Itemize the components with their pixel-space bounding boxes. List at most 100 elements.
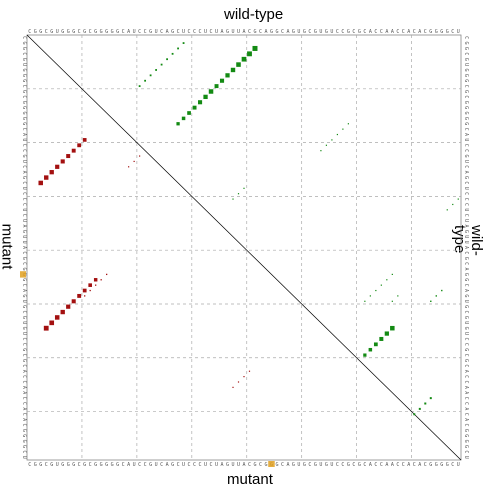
seq-letter: G <box>463 429 469 432</box>
seq-letter: U <box>21 241 27 244</box>
seq-letter: U <box>21 138 27 141</box>
seq-letter: U <box>21 63 27 66</box>
seq-letter: C <box>21 251 27 254</box>
seq-letter: C <box>308 462 311 468</box>
seq-letter: G <box>446 29 449 35</box>
seq-letter: C <box>21 343 27 346</box>
seq-letter: C <box>463 337 469 340</box>
seq-letter: A <box>407 462 410 468</box>
seq-letter: A <box>242 462 245 468</box>
sequence-right: CGGCGUGGGCGCGGGGGCAUCCGUCAGCUCCCUCUAGUUA… <box>463 36 469 459</box>
seq-letter: G <box>39 29 42 35</box>
seq-letter: C <box>21 144 27 147</box>
seq-letter: C <box>463 364 469 367</box>
seq-letter: A <box>166 462 169 468</box>
seq-letter: G <box>463 122 469 125</box>
mutant-pair-dot <box>84 295 86 297</box>
seq-letter: C <box>138 462 141 468</box>
seq-letter: C <box>28 29 31 35</box>
seq-letter: A <box>242 29 245 35</box>
wildtype-pair-dot <box>219 78 225 83</box>
seq-letter: G <box>72 29 75 35</box>
mutant-pair-dot <box>232 386 234 388</box>
seq-letter: G <box>21 106 27 109</box>
seq-letter: A <box>463 268 469 271</box>
wildtype-pair-dot <box>373 342 378 347</box>
seq-letter: G <box>226 29 229 35</box>
seq-letter: G <box>463 101 469 104</box>
wildtype-pair-dot <box>342 128 344 130</box>
mutant-pair-dot <box>88 283 92 287</box>
seq-letter: C <box>21 149 27 152</box>
base-pair-dots <box>38 42 459 416</box>
seq-letter: C <box>463 144 469 147</box>
seq-letter: A <box>286 462 289 468</box>
seq-letter: C <box>451 462 454 468</box>
seq-letter: G <box>21 327 27 330</box>
seq-letter: C <box>21 52 27 55</box>
seq-letter: U <box>215 462 218 468</box>
bottom-axis-title: mutant <box>227 471 273 488</box>
wildtype-pair-dot <box>347 123 349 125</box>
seq-letter: G <box>94 462 97 468</box>
mutant-pair-dot <box>66 154 71 159</box>
seq-letter: C <box>259 462 262 468</box>
seq-letter: G <box>21 122 27 125</box>
wildtype-pair-dot <box>237 193 240 195</box>
seq-letter: C <box>144 462 147 468</box>
seq-letter: A <box>391 462 394 468</box>
seq-letter: G <box>463 68 469 71</box>
seq-letter: G <box>21 348 27 351</box>
wildtype-pair-dot <box>182 42 185 44</box>
wildtype-pair-dot <box>144 79 147 82</box>
seq-letter: A <box>21 171 27 174</box>
seq-letter: C <box>281 462 284 468</box>
wildtype-pair-dot <box>236 62 241 67</box>
seq-letter: A <box>21 418 27 421</box>
wildtype-pair-dot <box>418 407 421 410</box>
seq-letter: C <box>78 29 81 35</box>
wildtype-pair-dot <box>384 331 389 336</box>
seq-letter: C <box>336 29 339 35</box>
mutant-pair-dot <box>139 155 141 157</box>
seq-letter: C <box>21 450 27 453</box>
seq-letter: G <box>435 462 438 468</box>
seq-letter: C <box>177 29 180 35</box>
seq-letter: G <box>463 278 469 281</box>
seq-letter: U <box>330 29 333 35</box>
seq-letter: C <box>463 450 469 453</box>
mutant-pair-dot <box>66 304 71 309</box>
seq-letter: A <box>21 391 27 394</box>
wildtype-pair-dot <box>430 300 432 302</box>
wildtype-pair-dot <box>375 289 377 292</box>
seq-letter: A <box>385 462 388 468</box>
seq-letter: U <box>155 462 158 468</box>
seq-letter: G <box>463 155 469 158</box>
seq-letter: G <box>275 29 278 35</box>
seq-letter: C <box>402 29 405 35</box>
seq-letter: C <box>28 462 31 468</box>
seq-letter: G <box>21 111 27 114</box>
wildtype-pair-dot <box>457 198 459 200</box>
seq-letter: G <box>50 462 53 468</box>
seq-letter: U <box>463 63 469 66</box>
wildtype-pair-dot <box>243 187 245 189</box>
seq-letter: C <box>21 284 27 287</box>
seq-letter: C <box>463 36 469 39</box>
seq-letter: G <box>463 42 469 45</box>
seq-letter: C <box>463 192 469 195</box>
seq-letter: A <box>21 224 27 227</box>
seq-letter: G <box>21 230 27 233</box>
mutant-pair-dot <box>248 370 251 372</box>
seq-letter: G <box>463 305 469 308</box>
seq-letter: C <box>463 52 469 55</box>
seq-letter: U <box>457 462 460 468</box>
wildtype-pair-dot <box>149 74 152 77</box>
seq-letter: G <box>253 462 256 468</box>
mutant-pair-dot <box>100 279 102 281</box>
seq-letter: G <box>347 462 350 468</box>
seq-letter: G <box>21 90 27 93</box>
seq-letter: C <box>45 29 48 35</box>
mutant-pair-dot <box>95 284 97 286</box>
mutant-pair-dot <box>60 159 65 164</box>
